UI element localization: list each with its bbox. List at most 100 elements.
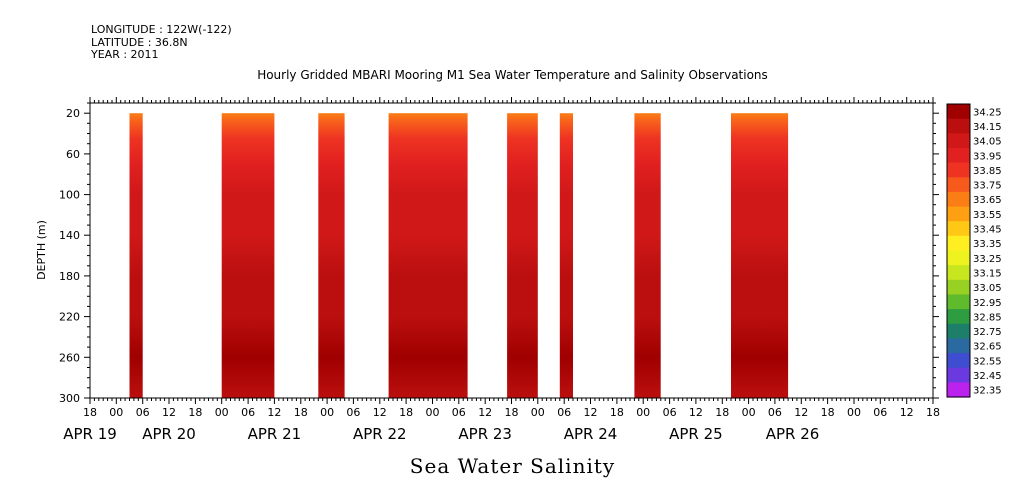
y-tick-label: 60 bbox=[66, 148, 80, 161]
colorbar-label: 33.85 bbox=[973, 166, 1002, 177]
x-tick-label: 00 bbox=[109, 406, 123, 419]
data-segment bbox=[634, 113, 661, 398]
x-tick-label: 06 bbox=[452, 406, 466, 419]
colorbar-swatch bbox=[947, 104, 970, 120]
colorbar-label: 33.35 bbox=[973, 239, 1002, 250]
y-tick-label: 300 bbox=[59, 392, 80, 405]
data-segment bbox=[129, 113, 143, 398]
colorbar-label: 33.25 bbox=[973, 254, 1002, 265]
colorbar-label: 33.05 bbox=[973, 283, 1002, 294]
y-axis: 20 60 100 140 180 220 260 300 bbox=[59, 102, 939, 405]
data-segment bbox=[318, 113, 345, 398]
colorbar-label: 33.55 bbox=[973, 210, 1002, 221]
x-tick-label: 12 bbox=[584, 406, 598, 419]
x-tick-label: 18 bbox=[821, 406, 835, 419]
x-tick-label: 18 bbox=[610, 406, 624, 419]
data-segment bbox=[388, 113, 468, 398]
colorbar-swatch bbox=[947, 147, 970, 164]
x-date-label: APR 26 bbox=[766, 425, 820, 443]
x-tick-label: 06 bbox=[873, 406, 887, 419]
colorbar-label: 32.45 bbox=[973, 371, 1002, 382]
x-date-label: APR 25 bbox=[669, 425, 723, 443]
colorbar-label: 32.85 bbox=[973, 312, 1002, 323]
x-tick-label: 12 bbox=[478, 406, 492, 419]
data-segment bbox=[731, 113, 789, 398]
colorbar-label: 33.65 bbox=[973, 195, 1002, 206]
x-date-label: APR 19 bbox=[63, 425, 117, 443]
x-date-label: APR 22 bbox=[353, 425, 407, 443]
data-segment bbox=[559, 113, 573, 398]
x-date-label: APR 24 bbox=[564, 425, 618, 443]
x-tick-label: 00 bbox=[742, 406, 756, 419]
x-tick-label: 00 bbox=[320, 406, 334, 419]
y-tick-label: 20 bbox=[66, 107, 80, 120]
year-label: YEAR : 2011 bbox=[91, 48, 159, 61]
colorbar-swatch bbox=[947, 279, 970, 295]
colorbar-swatch bbox=[947, 382, 970, 398]
y-tick-label: 140 bbox=[59, 229, 80, 242]
y-tick-label: 100 bbox=[59, 189, 80, 202]
colorbar-swatch bbox=[947, 206, 970, 222]
colorbar-swatch bbox=[947, 294, 970, 310]
data-segment bbox=[221, 113, 275, 398]
colorbar-label: 32.35 bbox=[973, 386, 1002, 397]
x-date-label: APR 23 bbox=[458, 425, 512, 443]
x-tick-label: 06 bbox=[241, 406, 255, 419]
x-tick-label: 06 bbox=[557, 406, 571, 419]
colorbar-swatch bbox=[947, 309, 970, 325]
x-tick-label: 00 bbox=[847, 406, 861, 419]
colorbar-label: 32.65 bbox=[973, 342, 1002, 353]
x-tick-label: 12 bbox=[373, 406, 387, 419]
colorbar-swatch bbox=[947, 353, 970, 369]
x-tick-label: 18 bbox=[188, 406, 202, 419]
longitude-label: LONGITUDE : 122W(-122) bbox=[91, 23, 232, 36]
x-tick-label: 00 bbox=[636, 406, 650, 419]
colorbar-swatch bbox=[947, 338, 970, 354]
x-tick-label: 18 bbox=[926, 406, 940, 419]
x-tick-label: 12 bbox=[689, 406, 703, 419]
colorbar-label: 32.95 bbox=[973, 298, 1002, 309]
x-tick-label: 12 bbox=[900, 406, 914, 419]
x-tick-label: 06 bbox=[663, 406, 677, 419]
x-date-label: APR 20 bbox=[142, 425, 196, 443]
x-tick-label: 18 bbox=[294, 406, 308, 419]
colorbar-swatch bbox=[947, 221, 970, 237]
chart-title: Hourly Gridded MBARI Mooring M1 Sea Wate… bbox=[257, 68, 768, 82]
x-tick-label: 06 bbox=[136, 406, 150, 419]
colorbar-frame bbox=[946, 103, 971, 398]
colorbar-label: 34.25 bbox=[973, 107, 1002, 118]
y-axis-label: DEPTH (m) bbox=[35, 220, 48, 280]
x-tick-label: 00 bbox=[531, 406, 545, 419]
colorbar-swatch bbox=[947, 133, 970, 149]
x-tick-label: 12 bbox=[794, 406, 808, 419]
x-tick-label: 18 bbox=[83, 406, 97, 419]
latitude-label: LATITUDE : 36.8N bbox=[91, 35, 188, 49]
colorbar-label: 33.95 bbox=[973, 151, 1002, 162]
x-tick-label: 18 bbox=[715, 406, 729, 419]
chart-subtitle: Sea Water Salinity bbox=[409, 454, 616, 478]
x-tick-label: 18 bbox=[505, 406, 519, 419]
x-tick-label: 12 bbox=[162, 406, 176, 419]
colorbar-swatch bbox=[947, 235, 970, 251]
y-tick-label: 260 bbox=[59, 351, 80, 364]
colorbar-swatch bbox=[947, 265, 970, 281]
colorbar-label: 34.05 bbox=[973, 137, 1002, 148]
x-date-label: APR 21 bbox=[248, 425, 302, 443]
colorbar-swatch bbox=[947, 191, 970, 208]
x-tick-label: 00 bbox=[215, 406, 229, 419]
colorbar-label: 33.75 bbox=[973, 181, 1002, 192]
y-tick-label: 180 bbox=[59, 270, 80, 283]
data-segment bbox=[507, 113, 538, 398]
colorbar: 34.25 34.15 34.05 33.95 33.85 33.75 33.65 33.55… bbox=[946, 103, 1002, 398]
colorbar-label: 33.45 bbox=[973, 225, 1002, 236]
colorbar-swatch bbox=[947, 367, 970, 383]
colorbar-swatch bbox=[947, 250, 970, 266]
colorbar-swatch bbox=[947, 118, 970, 134]
y-tick-label: 220 bbox=[59, 311, 80, 324]
location-metadata: LONGITUDE : 122W(-122) LATITUDE : 36.8N … bbox=[91, 23, 232, 62]
colorbar-swatch bbox=[947, 323, 970, 339]
colorbar-label: 32.55 bbox=[973, 356, 1002, 367]
x-axis: 18 00 06 12 18 00 06 12 18 00 06 12 18 00 06 12 18 00 06 12… bbox=[63, 97, 940, 443]
x-tick-label: 18 bbox=[399, 406, 413, 419]
